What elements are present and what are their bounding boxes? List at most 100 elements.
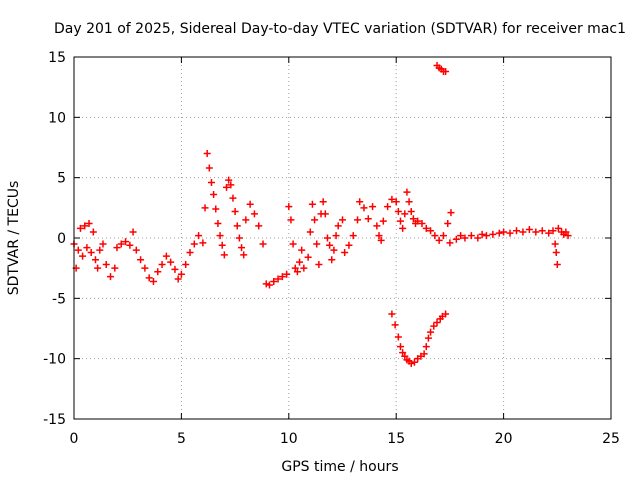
data-point-marker [373, 222, 381, 230]
x-axis-label: GPS time / hours [281, 459, 398, 475]
data-point-marker [315, 261, 323, 269]
data-point-marker [321, 210, 329, 218]
data-point-marker [562, 228, 570, 236]
data-point-marker [433, 318, 441, 326]
data-point-marker [553, 261, 561, 269]
data-point-marker [79, 252, 87, 260]
data-point-marker [457, 232, 465, 240]
y-axis-label: SDTVAR / TECUs [6, 181, 22, 296]
data-point-marker [220, 251, 228, 259]
x-tick-label: 20 [495, 431, 513, 447]
data-point-marker [296, 258, 304, 266]
data-point-marker [289, 240, 297, 248]
data-point-marker [349, 232, 357, 240]
data-point-marker [525, 226, 533, 234]
data-point-marker [126, 241, 134, 249]
data-point-marker [283, 270, 291, 278]
data-point-marker [474, 234, 482, 242]
data-point-marker [401, 210, 409, 218]
data-point-marker [444, 220, 452, 228]
data-point-marker [265, 281, 273, 289]
data-point-marker [392, 198, 400, 206]
x-tick-label: 0 [70, 431, 79, 447]
data-point-marker [500, 228, 508, 236]
data-markers [70, 61, 572, 367]
y-tick-label: 10 [48, 110, 66, 126]
y-tick-label: -5 [52, 291, 66, 307]
data-point-marker [107, 273, 115, 281]
data-point-marker [356, 198, 364, 206]
data-point-marker [85, 220, 93, 228]
data-point-marker [330, 246, 338, 254]
data-point-marker [334, 222, 342, 230]
data-point-marker [313, 240, 321, 248]
data-point-marker [231, 207, 239, 215]
data-point-marker [391, 321, 399, 329]
data-point-marker [145, 274, 153, 282]
data-point-marker [227, 181, 235, 189]
data-point-marker [430, 322, 438, 330]
data-point-marker [482, 232, 490, 240]
data-point-marker [250, 210, 258, 218]
data-point-marker [89, 228, 97, 236]
data-point-marker [117, 240, 125, 248]
data-point-marker [199, 239, 207, 247]
data-point-marker [141, 264, 149, 272]
data-point-marker [311, 216, 319, 224]
data-point-marker [399, 349, 407, 357]
data-point-marker [396, 343, 404, 351]
data-point-marker [401, 352, 409, 360]
data-point-marker [182, 261, 190, 269]
data-point-marker [323, 234, 331, 242]
data-point-marker [418, 220, 426, 228]
data-point-marker [304, 253, 312, 261]
data-point-marker [287, 216, 295, 224]
data-point-marker [235, 234, 243, 242]
data-point-marker [442, 310, 450, 318]
data-point-marker [94, 264, 102, 272]
data-point-marker [424, 334, 432, 342]
data-point-marker [442, 67, 450, 75]
axes [73, 56, 612, 420]
x-tick-label: 15 [387, 431, 405, 447]
data-point-marker [452, 235, 460, 243]
data-point-marker [564, 232, 572, 240]
data-point-marker [186, 248, 194, 256]
data-point-marker [242, 216, 250, 224]
data-point-marker [137, 256, 145, 264]
data-point-marker [167, 258, 175, 266]
data-point-marker [427, 328, 435, 336]
data-point-marker [218, 241, 226, 249]
data-point-marker [422, 224, 430, 232]
data-point-marker [129, 228, 137, 236]
data-point-marker [174, 275, 182, 283]
x-tick-label: 10 [280, 431, 298, 447]
data-point-marker [512, 227, 520, 235]
data-point-marker [76, 224, 84, 232]
data-point-marker [384, 203, 392, 211]
data-point-marker [300, 264, 308, 272]
data-point-marker [111, 264, 119, 272]
data-point-marker [274, 275, 282, 283]
data-point-marker [549, 227, 557, 235]
data-point-marker [87, 248, 95, 256]
data-point-marker [396, 217, 404, 225]
data-point-marker [554, 224, 562, 232]
data-point-marker [332, 232, 340, 240]
data-point-marker [246, 200, 254, 208]
data-point-marker [291, 264, 299, 272]
tick-labels: 0 5 10 15 20 25 -15 -10 -5 0 5 10 15 [43, 50, 620, 447]
data-point-marker [447, 209, 455, 217]
x-tick-label: 5 [177, 431, 186, 447]
data-point-marker [158, 261, 166, 269]
data-point-marker [410, 358, 418, 366]
data-point-marker [177, 270, 185, 278]
data-point-marker [238, 244, 246, 252]
data-point-marker [203, 150, 211, 158]
data-point-marker [81, 222, 89, 230]
data-point-marker [388, 310, 396, 318]
data-point-marker [360, 204, 368, 212]
data-point-marker [122, 238, 130, 246]
data-point-marker [91, 256, 99, 264]
